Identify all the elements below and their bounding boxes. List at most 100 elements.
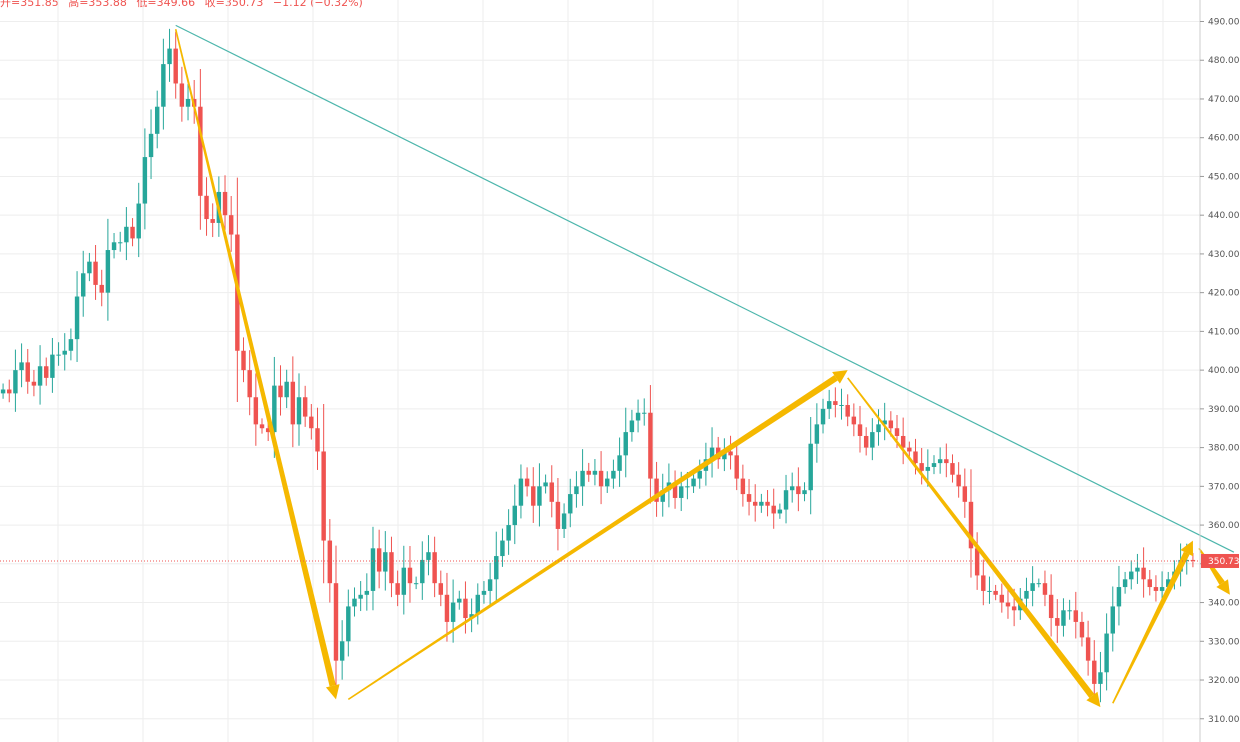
candle-body: [1011, 606, 1017, 611]
candle-body: [99, 284, 104, 293]
wave-arrow-shaft: [347, 375, 838, 701]
candle-body: [962, 486, 968, 502]
candle-body: [1166, 579, 1171, 588]
candle-body: [315, 428, 320, 452]
candle-body: [407, 567, 413, 584]
wave-arrow-shaft: [1112, 551, 1190, 704]
candle-body: [44, 366, 49, 378]
candle-body: [1190, 559, 1196, 561]
wave-arrow-shaft: [174, 29, 336, 687]
candle-body: [420, 559, 425, 584]
candle-body: [1092, 660, 1097, 684]
candle-body: [937, 459, 943, 464]
candle-body: [1098, 672, 1103, 684]
candle-body: [364, 590, 370, 595]
candle-body: [37, 366, 43, 386]
candle-body: [1104, 633, 1109, 673]
y-tick-label: 340.00: [1208, 599, 1240, 609]
candle-body: [247, 370, 252, 398]
y-tick-label: 480.00: [1208, 56, 1240, 66]
trendline[interactable]: [175, 24, 1235, 553]
candle-body: [321, 451, 326, 541]
candle-body: [987, 590, 992, 592]
candle-body: [660, 490, 665, 502]
candle-body: [1085, 637, 1091, 661]
candle-body: [1055, 618, 1060, 626]
candle-body: [728, 451, 733, 456]
y-tick-label: 320.00: [1208, 676, 1240, 686]
wave-arrow[interactable]: [347, 370, 848, 701]
price-axis[interactable]: 490.00 480.00 470.00 460.00 450.00 440.00 430.…: [1199, 0, 1240, 742]
candle-body: [469, 614, 474, 619]
candle-body: [907, 447, 912, 452]
wave-arrow-head: [325, 684, 340, 700]
candle-body: [623, 432, 628, 456]
wave-arrow[interactable]: [174, 29, 340, 700]
candle-body: [438, 583, 444, 595]
candle-body: [796, 486, 801, 495]
low-value: 低=349.66: [136, 0, 196, 9]
candle-body: [1122, 579, 1128, 588]
candle-body: [290, 381, 296, 425]
candle-body: [93, 261, 98, 285]
candle-body: [999, 594, 1005, 603]
candle-body: [919, 463, 924, 471]
candle-body: [771, 505, 776, 514]
candle-body: [857, 424, 863, 436]
y-tick-label: 440.00: [1208, 211, 1240, 221]
candle-body: [259, 424, 265, 429]
candle-body: [210, 219, 215, 223]
candle-body: [925, 466, 931, 471]
candle-body: [1116, 587, 1122, 607]
candle-body: [833, 401, 838, 405]
candle-body: [432, 552, 437, 584]
candle-body: [654, 478, 659, 502]
candle-body: [629, 420, 635, 433]
candle-body: [734, 455, 739, 479]
candle-body: [648, 412, 653, 479]
candle-body: [672, 482, 678, 498]
candle-body: [272, 385, 277, 433]
candle-body: [463, 598, 468, 619]
candle-body: [580, 470, 585, 487]
candle-body: [500, 540, 505, 557]
last-price-badge: [1201, 553, 1239, 568]
candle-body: [561, 513, 567, 529]
candle-body: [130, 226, 135, 239]
candle-body: [358, 594, 363, 599]
candle-body: [370, 548, 376, 591]
wave-arrow[interactable]: [847, 377, 1101, 708]
candle-body: [845, 404, 850, 417]
candle-body: [185, 98, 191, 107]
last-price-marker: 350.73: [0, 553, 1240, 568]
candle-body: [691, 478, 696, 487]
ohlc-header: 开=351.85 高=353.88 低=349.66 收=350.73 −1.1…: [0, 0, 369, 10]
candle-body: [863, 435, 869, 448]
candle-body: [81, 273, 86, 297]
candle-body: [870, 432, 875, 448]
candle-body: [1079, 621, 1085, 638]
candle-body: [808, 443, 813, 491]
candle-body: [339, 641, 345, 661]
candle-body: [87, 261, 92, 274]
close-value: 收=350.73: [204, 0, 264, 9]
candle-body: [1030, 583, 1035, 591]
candle-body: [426, 552, 431, 560]
candle-body: [876, 424, 881, 433]
candle-body: [512, 505, 517, 526]
candle-body: [1042, 583, 1048, 595]
wave-arrow[interactable]: [1112, 540, 1194, 704]
candle-body: [395, 583, 400, 595]
candle-body: [117, 242, 123, 244]
candle-body: [1036, 583, 1042, 585]
candle-body: [74, 296, 80, 340]
candle-body: [487, 579, 493, 591]
candle-body: [900, 435, 906, 448]
candle-body: [124, 226, 129, 243]
candle-body: [173, 48, 178, 84]
candle-body: [309, 416, 314, 429]
candle-body: [0, 389, 6, 394]
candle-body: [642, 412, 647, 414]
